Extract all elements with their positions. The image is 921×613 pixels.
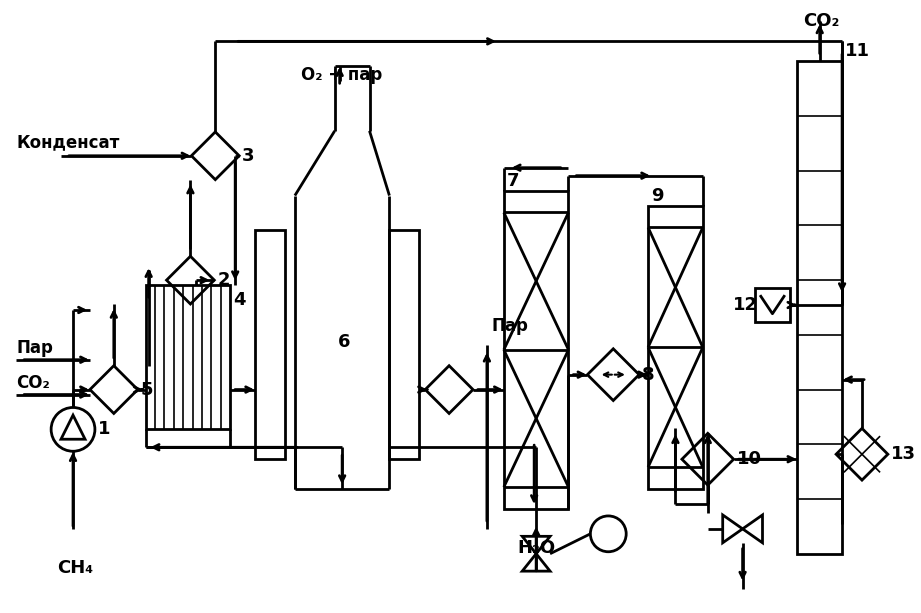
Text: 13: 13 xyxy=(891,445,915,463)
Bar xyxy=(798,61,842,554)
Text: 6: 6 xyxy=(338,333,350,351)
Text: CO₂: CO₂ xyxy=(803,12,840,29)
Text: CO₂: CO₂ xyxy=(17,373,50,392)
Text: 8: 8 xyxy=(642,365,655,384)
Text: Конденсат: Конденсат xyxy=(17,133,120,151)
Text: 5: 5 xyxy=(141,381,153,398)
Text: 4: 4 xyxy=(233,291,246,309)
Text: Пар: Пар xyxy=(17,339,53,357)
Bar xyxy=(390,230,419,459)
Text: 2: 2 xyxy=(217,271,229,289)
Bar xyxy=(146,285,230,429)
Text: H₂O: H₂O xyxy=(517,539,555,557)
Text: 11: 11 xyxy=(845,42,870,60)
Text: 10: 10 xyxy=(737,450,762,468)
Bar xyxy=(504,191,568,509)
Text: 9: 9 xyxy=(651,186,663,205)
Bar xyxy=(255,230,285,459)
Text: 3: 3 xyxy=(242,147,255,165)
Bar xyxy=(648,205,703,489)
Text: CH₄: CH₄ xyxy=(57,558,93,577)
Text: 1: 1 xyxy=(98,421,111,438)
Text: Пар: Пар xyxy=(492,317,529,335)
Text: O₂ + пар: O₂ + пар xyxy=(301,66,382,84)
Text: 12: 12 xyxy=(733,296,758,314)
Bar xyxy=(755,287,790,322)
Text: 7: 7 xyxy=(507,172,519,189)
